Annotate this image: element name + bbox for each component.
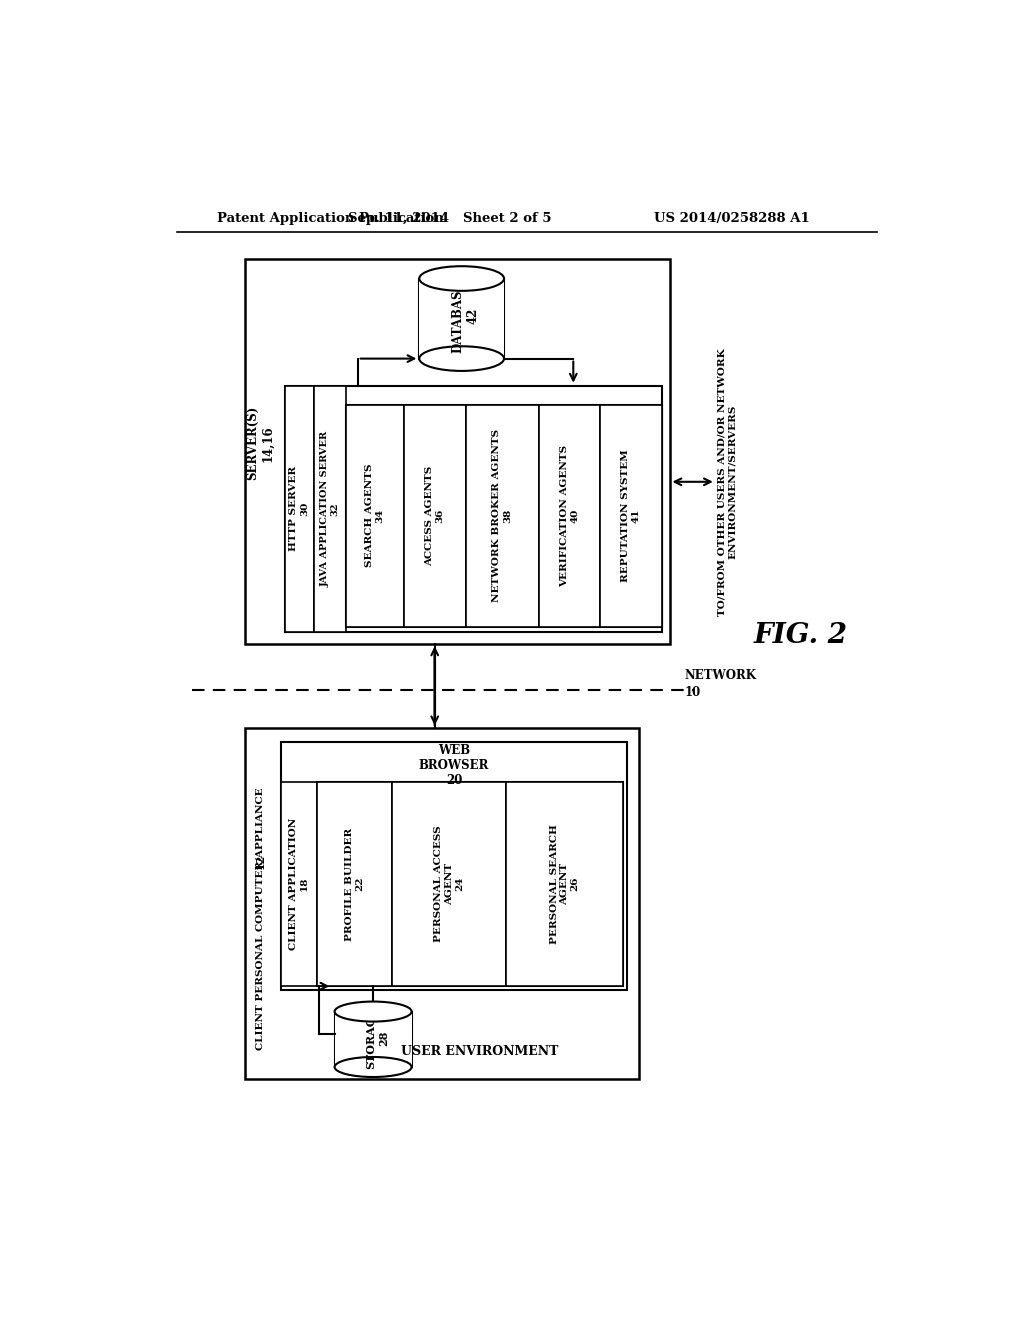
Text: NETWORK: NETWORK	[685, 668, 757, 681]
Text: 10: 10	[685, 685, 701, 698]
Text: USER ENVIRONMENT: USER ENVIRONMENT	[401, 1045, 559, 1059]
Text: Sep. 11, 2014   Sheet 2 of 5: Sep. 11, 2014 Sheet 2 of 5	[348, 213, 552, 224]
Bar	[285, 385, 313, 632]
Bar	[313, 385, 346, 632]
Text: FIG. 2: FIG. 2	[754, 622, 848, 649]
Bar	[281, 781, 316, 986]
Bar	[285, 385, 662, 632]
Bar	[392, 781, 506, 986]
Bar	[335, 1011, 412, 1067]
Text: HTTP SERVER
30: HTTP SERVER 30	[290, 466, 309, 552]
Text: PERSONAL ACCESS
AGENT
24: PERSONAL ACCESS AGENT 24	[434, 826, 464, 942]
Bar	[539, 405, 600, 627]
Text: PERSONAL SEARCH
AGENT
26: PERSONAL SEARCH AGENT 26	[550, 824, 580, 944]
Bar	[466, 405, 539, 627]
Ellipse shape	[419, 267, 504, 290]
Text: CLIENT APPLICATION
18: CLIENT APPLICATION 18	[289, 818, 308, 950]
Text: ACCESS AGENTS
36: ACCESS AGENTS 36	[425, 466, 444, 566]
Text: CLIENT PERSONAL COMPUTER/APPLIANCE: CLIENT PERSONAL COMPUTER/APPLIANCE	[255, 788, 264, 1051]
Text: VERIFICATION AGENTS
40: VERIFICATION AGENTS 40	[560, 445, 580, 587]
Bar	[316, 781, 392, 986]
Text: PROFILE BUILDER
22: PROFILE BUILDER 22	[345, 828, 365, 941]
Bar	[316, 781, 624, 986]
Text: REPUTATION SYSTEM
41: REPUTATION SYSTEM 41	[622, 449, 641, 582]
Bar	[281, 742, 628, 990]
Text: STORAGE
28: STORAGE 28	[366, 1007, 389, 1069]
Bar	[346, 405, 662, 627]
Text: WEB
BROWSER
20: WEB BROWSER 20	[419, 743, 489, 787]
Bar	[403, 405, 466, 627]
Ellipse shape	[419, 346, 504, 371]
Text: JAVA APPLICATION SERVER
32: JAVA APPLICATION SERVER 32	[321, 430, 340, 587]
Bar	[419, 279, 504, 359]
Text: 12: 12	[254, 854, 265, 869]
Bar	[245, 729, 639, 1078]
Bar	[600, 405, 662, 627]
Ellipse shape	[335, 1002, 412, 1022]
Text: SEARCH AGENTS
34: SEARCH AGENTS 34	[366, 463, 385, 568]
Bar	[506, 781, 624, 986]
Text: DATABASE
42: DATABASE 42	[452, 280, 479, 352]
Bar	[346, 405, 403, 627]
Text: SERVER(S)
14,16: SERVER(S) 14,16	[246, 407, 274, 480]
Text: US 2014/0258288 A1: US 2014/0258288 A1	[654, 213, 810, 224]
Bar	[245, 259, 670, 644]
Text: TO/FROM OTHER USERS AND/OR NETWORK
ENVIRONMENT/SERVERS: TO/FROM OTHER USERS AND/OR NETWORK ENVIR…	[718, 348, 737, 615]
Text: NETWORK BROKER AGENTS
38: NETWORK BROKER AGENTS 38	[493, 429, 512, 602]
Ellipse shape	[335, 1057, 412, 1077]
Text: Patent Application Publication: Patent Application Publication	[217, 213, 443, 224]
